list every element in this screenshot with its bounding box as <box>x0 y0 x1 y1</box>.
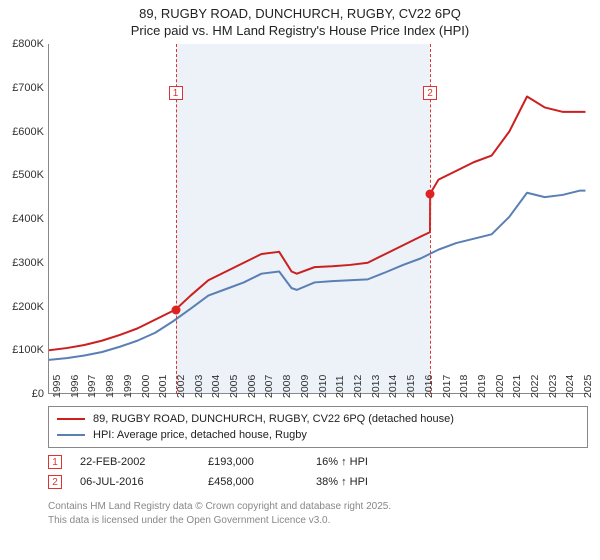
legend: 89, RUGBY ROAD, DUNCHURCH, RUGBY, CV22 6… <box>48 406 588 448</box>
legend-swatch <box>57 434 85 436</box>
sale-ref-box: 2 <box>423 86 437 100</box>
sale-marker-box: 2 <box>48 475 62 489</box>
series-hpi <box>49 191 585 360</box>
x-tick-label: 2002 <box>175 375 187 398</box>
x-tick-label: 2024 <box>564 375 576 398</box>
x-tick-label: 2016 <box>423 375 435 398</box>
chart-area: 12 £0£100K£200K£300K£400K£500K£600K£700K… <box>48 44 588 394</box>
x-tick-label: 2008 <box>281 375 293 398</box>
x-tick-label: 2020 <box>494 375 506 398</box>
legend-item-hpi: HPI: Average price, detached house, Rugb… <box>57 427 579 443</box>
x-tick-label: 2007 <box>263 375 275 398</box>
x-tick-label: 1996 <box>69 375 81 398</box>
y-tick-label: £400K <box>12 213 44 225</box>
x-tick-label: 2010 <box>317 375 329 398</box>
footnote-line-2: This data is licensed under the Open Gov… <box>48 514 588 528</box>
legend-item-price-paid: 89, RUGBY ROAD, DUNCHURCH, RUGBY, CV22 6… <box>57 411 579 427</box>
x-tick-label: 1995 <box>51 375 63 398</box>
x-tick-label: 2014 <box>387 375 399 398</box>
sale-price: £458,000 <box>208 476 298 488</box>
series-price_paid <box>49 97 585 351</box>
sale-marker-box: 1 <box>48 455 62 469</box>
x-tick-label: 2001 <box>157 375 169 398</box>
y-tick-label: £200K <box>12 301 44 313</box>
title-block: 89, RUGBY ROAD, DUNCHURCH, RUGBY, CV22 6… <box>0 0 600 38</box>
x-tick-label: 2006 <box>246 375 258 398</box>
sale-delta: 38% ↑ HPI <box>316 476 436 488</box>
sale-row: 2 06-JUL-2016 £458,000 38% ↑ HPI <box>48 472 588 492</box>
x-tick-label: 2021 <box>511 375 523 398</box>
plot-region: 12 <box>48 44 588 394</box>
x-tick-label: 2023 <box>547 375 559 398</box>
x-tick-label: 2022 <box>529 375 541 398</box>
x-tick-label: 1997 <box>86 375 98 398</box>
x-tick-label: 2009 <box>299 375 311 398</box>
y-tick-label: £800K <box>12 38 44 50</box>
x-tick-label: 2003 <box>193 375 205 398</box>
x-tick-label: 1999 <box>122 375 134 398</box>
y-tick-label: £700K <box>12 82 44 94</box>
y-tick-label: £100K <box>12 344 44 356</box>
x-tick-label: 2011 <box>334 375 346 398</box>
x-tick-label: 2017 <box>441 375 453 398</box>
x-tick-label: 2004 <box>210 375 222 398</box>
x-tick-label: 2018 <box>458 375 470 398</box>
sale-date: 06-JUL-2016 <box>80 476 190 488</box>
legend-swatch <box>57 418 85 420</box>
x-tick-label: 2015 <box>405 375 417 398</box>
y-tick-label: £300K <box>12 257 44 269</box>
footnote: Contains HM Land Registry data © Crown c… <box>48 500 588 527</box>
sale-price: £193,000 <box>208 456 298 468</box>
sale-delta: 16% ↑ HPI <box>316 456 436 468</box>
footnote-line-1: Contains HM Land Registry data © Crown c… <box>48 500 588 514</box>
title-line-2: Price paid vs. HM Land Registry's House … <box>0 23 600 38</box>
x-tick-label: 1998 <box>104 375 116 398</box>
legend-label: 89, RUGBY ROAD, DUNCHURCH, RUGBY, CV22 6… <box>93 413 454 425</box>
y-tick-label: £600K <box>12 126 44 138</box>
x-tick-label: 2012 <box>352 375 364 398</box>
x-tick-label: 2013 <box>370 375 382 398</box>
x-tick-label: 2005 <box>228 375 240 398</box>
chart-container: 89, RUGBY ROAD, DUNCHURCH, RUGBY, CV22 6… <box>0 0 600 560</box>
title-line-1: 89, RUGBY ROAD, DUNCHURCH, RUGBY, CV22 6… <box>0 6 600 21</box>
sale-row: 1 22-FEB-2002 £193,000 16% ↑ HPI <box>48 452 588 472</box>
line-layer <box>49 44 589 394</box>
x-tick-label: 2025 <box>582 375 594 398</box>
y-tick-label: £500K <box>12 169 44 181</box>
sale-dot <box>171 305 180 314</box>
sales-table: 1 22-FEB-2002 £193,000 16% ↑ HPI 2 06-JU… <box>48 452 588 492</box>
y-tick-label: £0 <box>32 388 44 400</box>
legend-label: HPI: Average price, detached house, Rugb… <box>93 429 307 441</box>
x-tick-label: 2019 <box>476 375 488 398</box>
x-tick-label: 2000 <box>140 375 152 398</box>
sale-dot <box>426 189 435 198</box>
sale-date: 22-FEB-2002 <box>80 456 190 468</box>
sale-ref-box: 1 <box>169 86 183 100</box>
